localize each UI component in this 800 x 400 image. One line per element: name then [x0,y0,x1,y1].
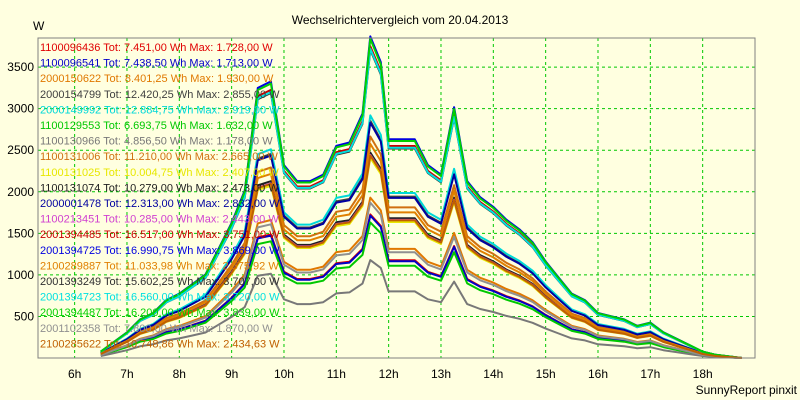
x-tick-label: 6h [68,367,81,381]
series-line [100,259,742,359]
legend-entry: 1100131025 Tot: 10.004,75 Wh Max: 2.407,… [40,167,279,179]
x-tick-label: 16h [588,367,608,381]
y-tick-label: 2500 [7,143,34,157]
legend-entry: 2001102358 Tot: 7.800,00 Wh Max: 1.870,0… [40,323,273,335]
series-line [100,201,742,359]
y-tick-label: 500 [14,309,34,323]
legend-entry: 2001394725 Tot: 16.990,75 Wh Max: 3.869,… [40,245,280,257]
legend-entry: 2001394485 Tot: 16.517,00 Wh Max: 3.751,… [40,229,280,241]
series-line [100,142,742,359]
grid [38,38,755,358]
legend-entry: 1100129553 Tot: 6.693,75 Wh Max: 1.632,0… [40,120,273,132]
y-tick-label: 3500 [7,60,34,74]
legend-entry: 2001394723 Tot: 16.560,00 Wh Max: 3.720,… [40,292,280,304]
y-tick-label: 3000 [7,102,34,116]
legend-entry: 2000150622 Tot: 8.401,25 Wh Max: 1.930,0… [40,73,274,85]
y-tick-label: 1500 [7,226,34,240]
x-tick-label: 8h [173,367,186,381]
chart-title: Wechselrichtervergleich vom 20.04.2013 [292,13,509,27]
series-line [100,221,742,359]
x-tick-label: 18h [693,367,713,381]
x-tick-label: 7h [120,367,133,381]
x-tick-label: 11h [327,367,346,381]
legend-entry: 2000154799 Tot: 12.420,25 Wh Max: 2.855,… [40,89,280,101]
series-line [100,37,743,359]
series-line [100,154,742,359]
legend-entry: 1100096436 Tot: 7.451,00 Wh Max: 1.728,0… [40,42,273,54]
x-tick-label: 12h [379,367,399,381]
legend-entry: 1100096541 Tot: 7.438,50 Wh Max: 1.713,0… [40,58,273,70]
legend-entry: 2001393249 Tot: 15.602,25 Wh Max: 3.707,… [40,276,280,288]
y-tick-label: 1000 [7,268,34,282]
x-tick-label: 10h [274,367,294,381]
y-tick-label: 2000 [7,185,34,199]
footer-credit: SunnyReport pinxit [696,383,798,397]
legend-entry: 2100289887 Tot: 11.033,98 Wh Max: 2.575,… [40,260,279,272]
legend-entry: 2001394487 Tot: 16.200,00 Wh Max: 3.839,… [40,307,280,319]
legend-entry: 1100131074 Tot: 10.279,00 Wh Max: 2.473,… [40,182,279,194]
legend: 1100096436 Tot: 7.451,00 Wh Max: 1.728,0… [40,42,280,350]
legend-entry: 2100285622 Tot: 10.748,86 Wh Max: 2.434,… [40,338,280,350]
legend-entry: 1100131006 Tot: 11.210,00 Wh Max: 2.665,… [40,151,279,163]
x-tick-label: 14h [483,367,503,381]
legend-entry: 1100213451 Tot: 10.285,00 Wh Max: 2.443,… [40,214,279,226]
legend-entry: 1100130966 Tot: 4.856,50 Wh Max: 1.178,0… [40,136,273,148]
x-ticks: 6h 7h 8h 9h 10h 11h 12h 13h 14h 15h 16h 17h 18h [68,367,713,381]
x-tick-label: 15h [536,367,556,381]
series-line [100,121,742,359]
legend-entry: 2000001478 Tot: 12.313,00 Wh Max: 2.832,… [40,198,280,210]
x-tick-label: 17h [640,367,660,381]
x-tick-label: 9h [225,367,238,381]
series-lines [100,35,743,359]
legend-entry: 2000149992 Tot: 12.884,75 Wh Max: 2.919,… [40,104,280,116]
y-ticks: 500 1000 1500 2000 2500 3000 3500 [7,60,34,323]
x-tick-label: 13h [431,367,451,381]
y-axis-label: W [33,19,45,33]
plot-frame [37,37,756,359]
